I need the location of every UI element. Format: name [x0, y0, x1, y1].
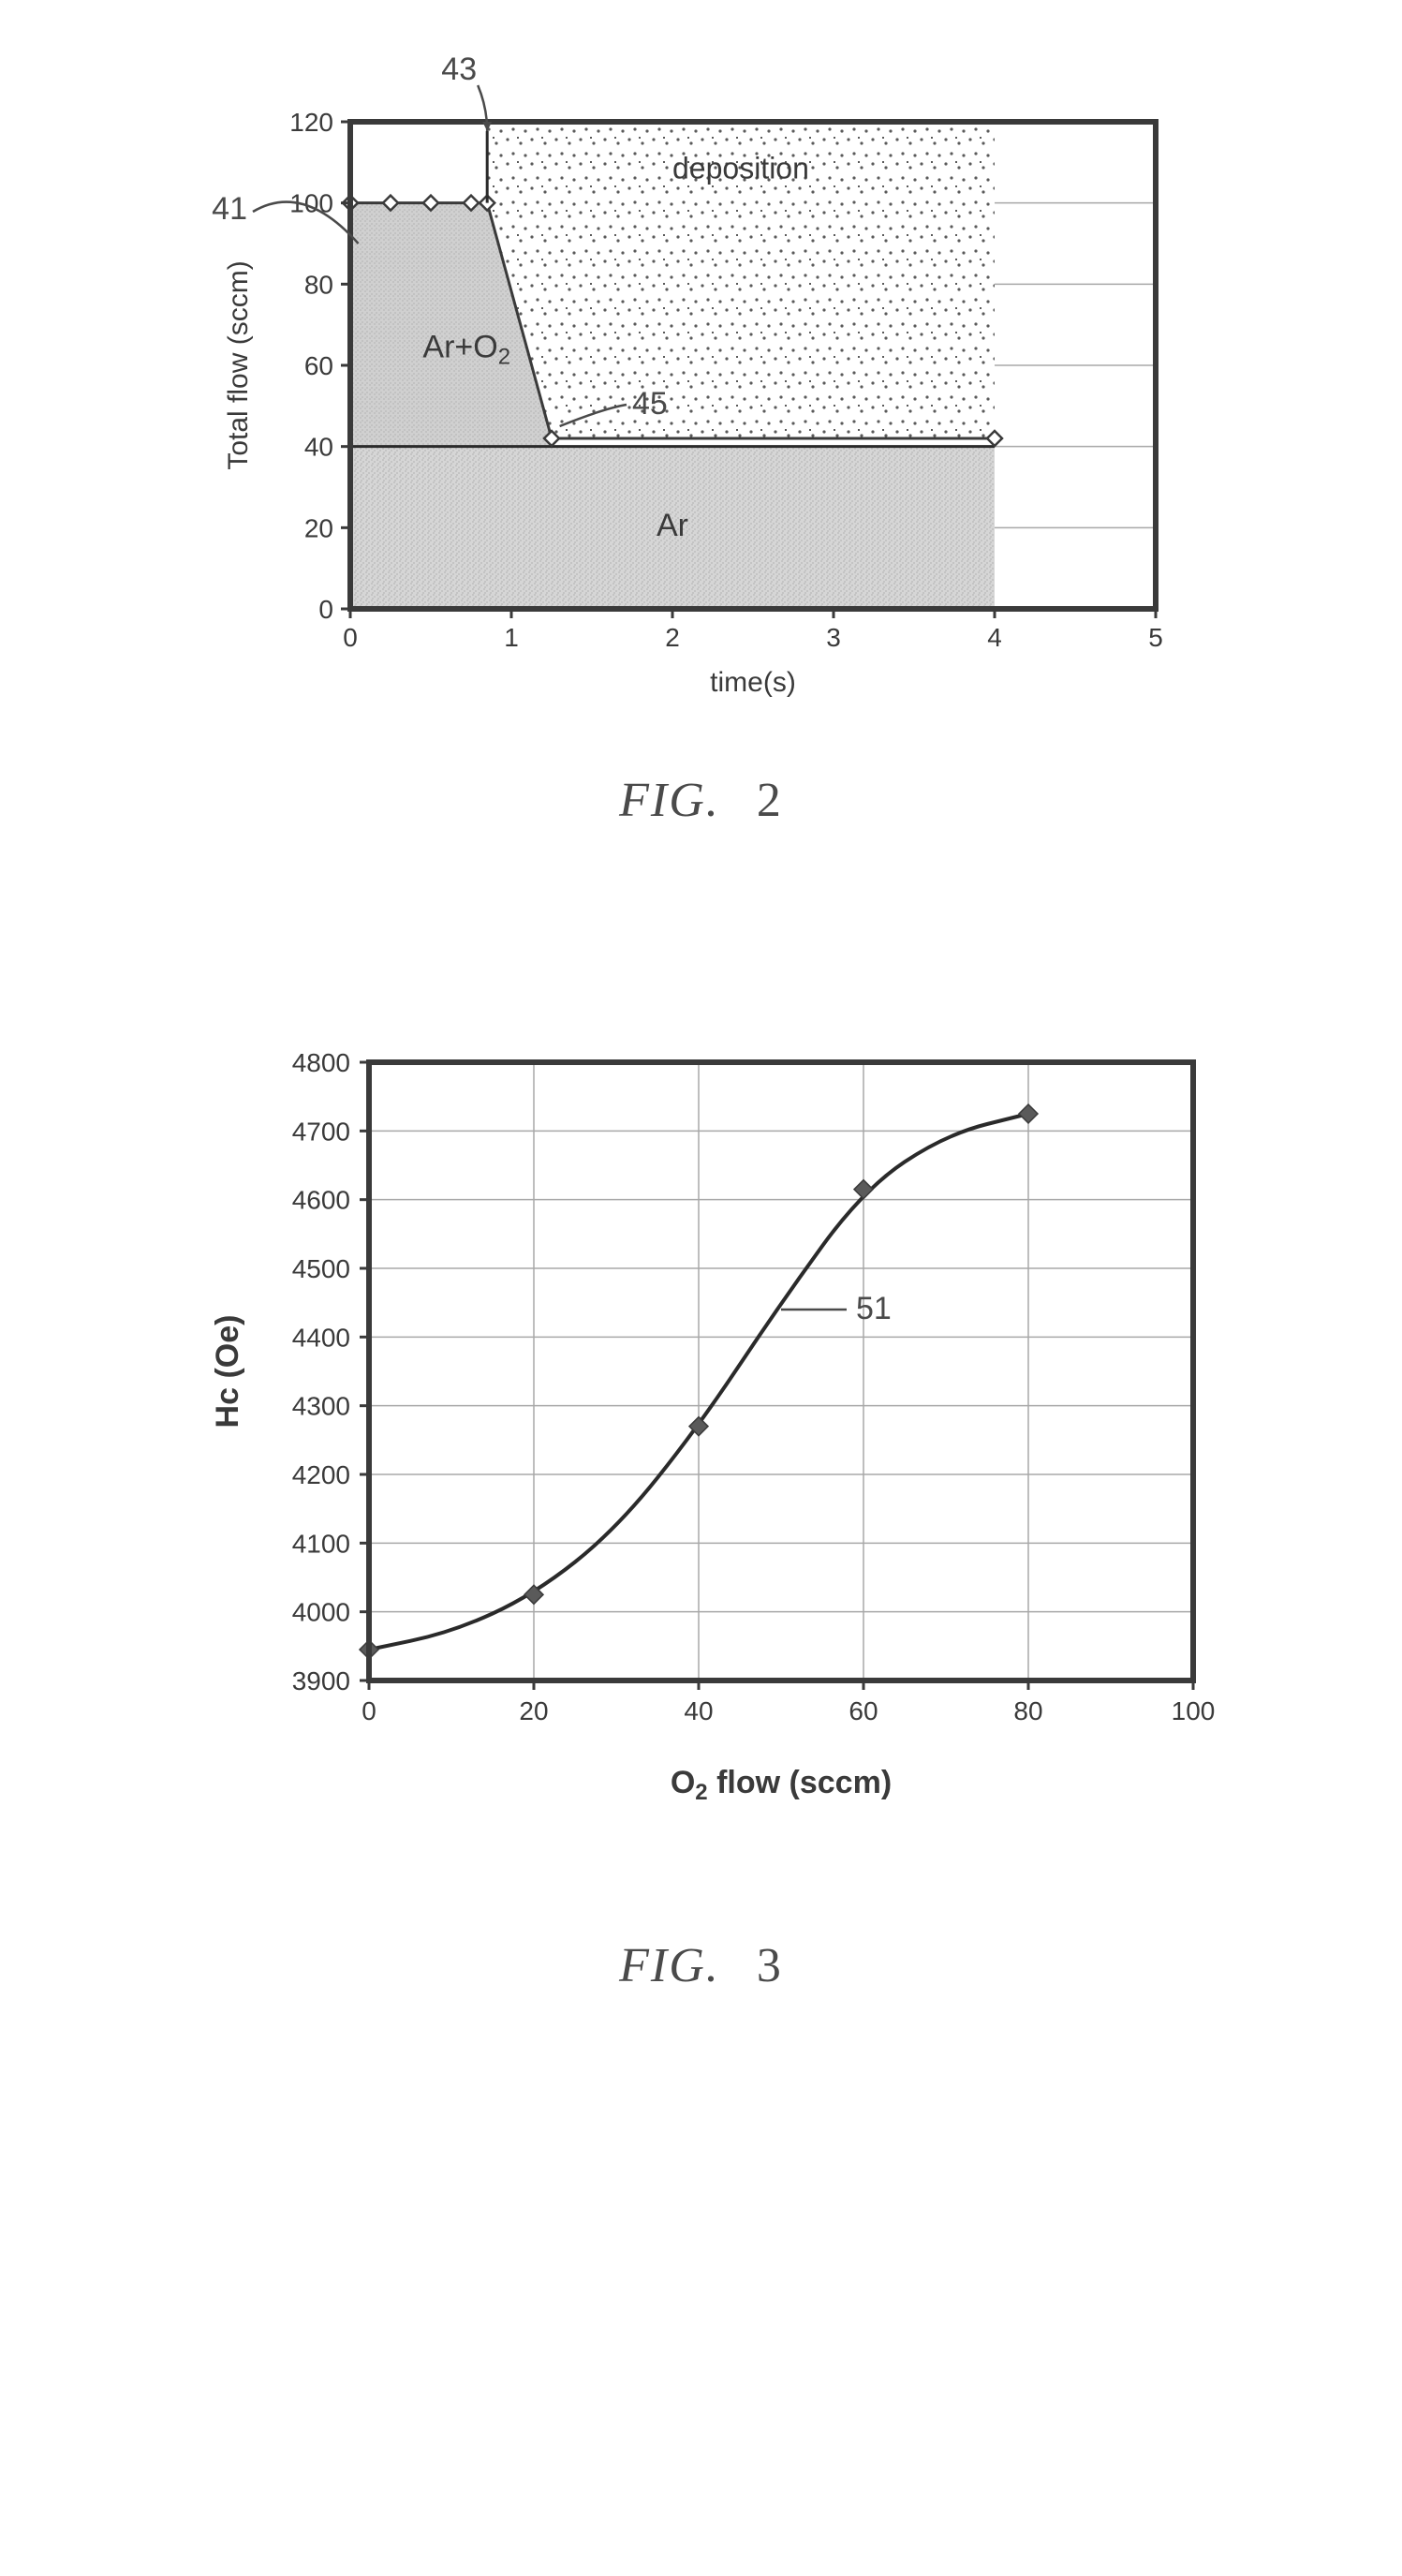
fig3-svg: 3900 4000 4100 4200 4300 4400 4500 4600 4700 4800…	[163, 1015, 1240, 1877]
svg-text:20: 20	[303, 513, 332, 542]
svg-text:0: 0	[362, 1696, 376, 1725]
svg-text:deposition: deposition	[672, 152, 809, 185]
svg-text:51: 51	[856, 1291, 892, 1326]
fig3-caption-prefix: FIG.	[619, 1939, 720, 1992]
svg-text:4: 4	[987, 623, 1002, 652]
fig3-caption-num: 3	[757, 1939, 783, 1992]
svg-text:40: 40	[303, 433, 332, 462]
svg-text:5: 5	[1148, 623, 1163, 652]
svg-text:41: 41	[212, 191, 247, 227]
svg-text:20: 20	[519, 1696, 548, 1725]
svg-text:3900: 3900	[291, 1666, 349, 1695]
fig2-caption-num: 2	[757, 774, 783, 827]
svg-text:Ar+O2: Ar+O2	[422, 329, 510, 369]
svg-text:120: 120	[289, 108, 333, 137]
svg-text:Hc (Oe): Hc (Oe)	[210, 1315, 245, 1429]
fig2-svg: ArAr+O2deposition020406080100120012345ti…	[163, 37, 1240, 712]
svg-text:43: 43	[441, 52, 477, 87]
svg-text:60: 60	[849, 1696, 878, 1725]
svg-text:100: 100	[1171, 1696, 1215, 1725]
svg-text:4300: 4300	[291, 1392, 349, 1421]
fig3-caption: FIG. 3	[619, 1938, 783, 1993]
figure-2: ArAr+O2deposition020406080100120012345ti…	[0, 37, 1402, 828]
svg-text:40: 40	[684, 1696, 713, 1725]
svg-text:4000: 4000	[291, 1598, 349, 1627]
svg-text:4400: 4400	[291, 1323, 349, 1352]
fig3-chart: 3900 4000 4100 4200 4300 4400 4500 4600 4700 4800…	[163, 1015, 1240, 1882]
svg-text:45: 45	[632, 386, 668, 422]
fig2-caption-prefix: FIG.	[619, 774, 720, 827]
svg-text:4700: 4700	[291, 1117, 349, 1146]
svg-text:80: 80	[303, 270, 332, 299]
svg-text:4800: 4800	[291, 1048, 349, 1077]
figure-3: 3900 4000 4100 4200 4300 4400 4500 4600 4700 4800…	[0, 1015, 1402, 1993]
svg-text:4600: 4600	[291, 1186, 349, 1215]
svg-text:O2 flow (sccm): O2 flow (sccm)	[670, 1765, 891, 1805]
svg-text:Total flow (sccm): Total flow (sccm)	[223, 260, 254, 469]
svg-text:time(s): time(s)	[710, 667, 796, 698]
svg-text:2: 2	[665, 623, 680, 652]
svg-text:4100: 4100	[291, 1529, 349, 1558]
svg-text:4200: 4200	[291, 1460, 349, 1489]
svg-text:80: 80	[1013, 1696, 1042, 1725]
fig2-chart: ArAr+O2deposition020406080100120012345ti…	[163, 37, 1240, 717]
svg-text:0: 0	[318, 595, 333, 624]
fig2-caption: FIG. 2	[619, 773, 783, 828]
svg-text:0: 0	[343, 623, 358, 652]
svg-text:Ar: Ar	[657, 508, 688, 543]
svg-text:60: 60	[303, 351, 332, 380]
svg-text:3: 3	[826, 623, 841, 652]
svg-text:1: 1	[504, 623, 519, 652]
svg-text:4500: 4500	[291, 1254, 349, 1283]
